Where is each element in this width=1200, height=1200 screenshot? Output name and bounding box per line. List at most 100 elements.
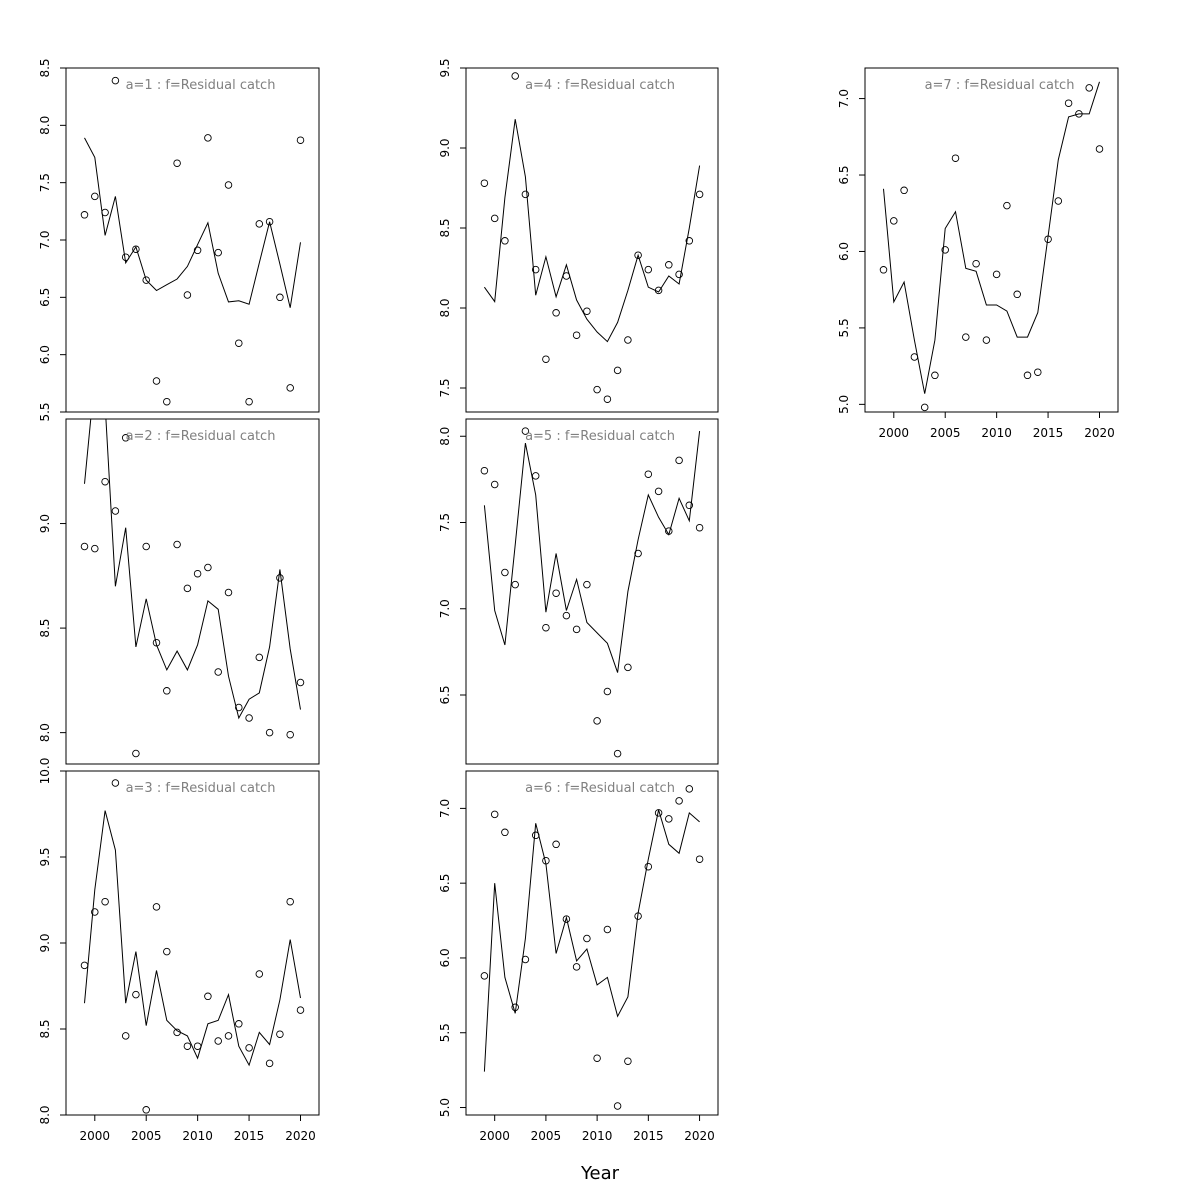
x-tick-label: 2010 <box>182 1129 213 1143</box>
observed-point <box>163 947 171 956</box>
observed-point <box>665 815 673 823</box>
plot-frame <box>465 770 719 1116</box>
observed-point <box>992 270 1001 279</box>
observed-point <box>111 76 120 85</box>
x-tick-label: 2015 <box>234 1129 265 1143</box>
y-tick-label: 8.0 <box>438 298 452 317</box>
observed-point <box>634 912 642 920</box>
fitted-line <box>483 119 701 343</box>
observed-point <box>583 580 591 589</box>
observed-point <box>255 653 264 662</box>
panel-title: a=6 : f=Residual catch <box>525 781 675 796</box>
observed-point <box>132 245 140 253</box>
observed-point <box>91 192 99 201</box>
observed-point <box>286 730 294 739</box>
y-tick-label: 6.0 <box>38 345 52 364</box>
x-tick-label: 2015 <box>1033 426 1064 440</box>
observed-point <box>931 371 939 380</box>
x-tick-label: 2005 <box>131 1129 162 1143</box>
y-tick-label: 5.0 <box>438 1098 452 1117</box>
y-tick-label: 7.5 <box>438 513 452 532</box>
fitted-line <box>84 810 301 1067</box>
observed-point <box>276 1030 284 1038</box>
observed-point <box>685 501 694 510</box>
panel-4: 7.5 8.0 8.5 9.0 9.5 a=4 : f=Residual catch <box>438 58 719 413</box>
observed-point <box>142 276 150 284</box>
observed-point <box>613 749 622 758</box>
observed-point <box>265 217 274 226</box>
observed-point <box>562 611 571 620</box>
observed-point <box>572 625 581 634</box>
fitted-line <box>84 137 301 308</box>
observed-point <box>675 797 683 805</box>
observed-point <box>1064 99 1073 107</box>
panel-1: 5.5 6.0 6.5 7.0 7.5 8.0 8.5 a=1 : f=Residual ca… <box>38 58 320 422</box>
observed-point <box>265 1059 274 1068</box>
observed-point <box>634 251 642 259</box>
y-tick-label: 7.0 <box>438 599 452 618</box>
observed-point <box>235 339 243 347</box>
observed-point <box>531 265 540 274</box>
observed-point <box>296 678 305 687</box>
observed-point <box>121 1032 130 1040</box>
y-tick-label: 6.5 <box>438 685 452 704</box>
observed-point <box>152 903 161 911</box>
observed-point <box>542 856 550 865</box>
observed-point <box>111 779 120 787</box>
observed-point <box>1013 290 1021 299</box>
observed-point <box>173 159 181 167</box>
fitted-line <box>483 809 700 1072</box>
y-tick-label: 6.0 <box>837 242 851 261</box>
plot-frame <box>65 67 320 413</box>
panel-7: 5.0 5.5 6.0 6.5 7.0 2000 2005 2010 2015 2020 a=7 :… <box>837 67 1119 440</box>
observed-point <box>531 472 540 480</box>
observed-point <box>163 397 171 406</box>
observed-point <box>235 703 243 712</box>
observed-point <box>1034 368 1042 376</box>
y-tick-label: 5.0 <box>837 395 851 414</box>
observed-point <box>80 961 89 970</box>
observed-point <box>1023 371 1032 380</box>
panel-title: a=5 : f=Residual catch <box>525 429 675 444</box>
observed-point <box>552 589 560 597</box>
observed-point <box>685 237 694 245</box>
y-tick-label: 7.5 <box>38 173 52 192</box>
observed-point <box>562 272 571 280</box>
y-tick-label: 6.5 <box>837 165 851 184</box>
observed-point <box>542 355 550 363</box>
x-tick-label: 2000 <box>80 1129 111 1143</box>
observed-point <box>142 1106 150 1114</box>
y-tick-label: 9.0 <box>438 138 452 157</box>
y-tick-label: 8.0 <box>438 427 452 446</box>
observed-point <box>910 353 919 361</box>
panel-title: a=7 : f=Residual catch <box>925 78 1075 93</box>
plot-frame <box>465 67 719 413</box>
plot-area <box>80 779 305 1114</box>
observed-point <box>511 580 519 589</box>
x-tick-label: 2000 <box>879 426 910 440</box>
observed-point <box>255 220 264 228</box>
observed-point <box>121 434 130 442</box>
observed-point <box>235 1020 243 1028</box>
panel-6: 5.0 5.5 6.0 6.5 7.0 2000 2005 2010 2015 2020 a=6 :… <box>438 770 719 1143</box>
y-tick-label: 9.5 <box>38 847 52 866</box>
plot-frame <box>465 418 719 765</box>
observed-point <box>962 333 970 341</box>
observed-point <box>593 717 601 725</box>
observed-point <box>1044 235 1052 243</box>
observed-point <box>583 307 591 315</box>
observed-point <box>634 549 642 558</box>
observed-point <box>163 687 171 695</box>
observed-point <box>572 963 581 971</box>
observed-point <box>101 208 109 217</box>
observed-point <box>132 990 140 999</box>
plot-area <box>879 81 1104 412</box>
observed-point <box>675 456 683 465</box>
observed-point <box>80 542 89 551</box>
fitted-line <box>84 419 301 720</box>
x-tick-label: 2000 <box>479 1129 510 1143</box>
y-tick-label: 7.0 <box>38 230 52 249</box>
observed-point <box>890 217 898 225</box>
panel-2: 8.0 8.5 9.0 a=2 : f=Residual catch <box>38 418 320 765</box>
y-tick-label: 10.0 <box>38 758 52 785</box>
